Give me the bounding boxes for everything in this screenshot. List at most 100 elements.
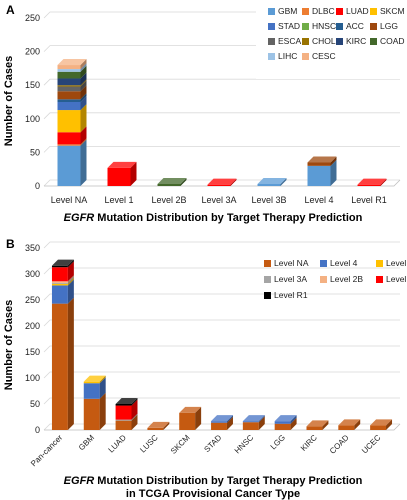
bar-segment [57,78,81,86]
bar-top [306,420,329,427]
panel-a-x-ticks: Level NA Level 1 Level 2B Level 3A Level 3B L… [51,195,387,205]
bar-top [211,415,233,422]
panel-b-chart: B Number of Cases 050100150200250300350 … [3,237,407,500]
bar-segment [274,421,291,424]
bar-top [83,375,106,382]
bar-segment [107,167,131,186]
legend-swatch [268,8,275,15]
y-tick-label: 350 [25,243,40,253]
legend-swatch [336,38,343,45]
legend-swatch [302,53,309,60]
bar-segment [257,183,281,186]
bar-segment [57,65,81,70]
bar-top [207,178,237,185]
legend-label: STAD [278,21,300,31]
bar-segment [211,422,227,430]
panel-a-chart: A Number of Cases 0 50 100 150 200 250 Level … [3,3,405,224]
legend-label: LIHC [278,51,297,61]
legend-swatch [264,276,271,283]
bar-segment-side [380,178,387,186]
bar-segment-side [226,416,233,430]
bar-segment-side [230,178,237,186]
bar-segment-side [80,59,87,70]
bar-segment [147,427,164,430]
panel-b-ylabel: Number of Cases [3,300,15,390]
bar-segment [51,281,68,283]
legend-swatch [268,53,275,60]
bar-segment-side [80,80,87,92]
bar-segment [57,102,81,111]
bar-segment [57,85,81,87]
x-tick-label: LGG [269,433,287,451]
panel-a-label: A [6,3,15,17]
bar-segment [57,99,81,102]
x-tick-label: SKCM [169,433,192,456]
panel-b-legend: Level NA Level 4 Level 3B Level 3A Level 2B L… [264,258,407,300]
x-tick-label: KIRC [299,433,319,453]
bar-segment [306,426,323,430]
y-tick-label: 150 [25,80,40,90]
legend-label: Level 4 [330,258,358,268]
legend-swatch [370,8,377,15]
bar-segment [51,267,68,282]
legend-label: Level 3A [274,274,307,284]
bar-top [147,421,170,428]
gridline [43,345,400,353]
bar-segment [51,282,68,284]
bar-top [179,406,202,413]
y-tick-label: 250 [25,13,40,23]
bar-segment-side [258,415,265,423]
bar-segment-side [99,377,106,399]
panel-b-title-gene: EGFR [64,475,95,487]
bar-top [242,415,265,422]
bar-top [307,156,337,163]
bar-segment-side [290,415,297,424]
x-tick-label: GBM [77,433,96,452]
bar-segment-side [131,413,138,421]
bar-segment-side [322,420,329,430]
bar-segment-side [330,156,337,166]
panel-b-label: B [6,237,15,251]
panel-b-title: EGFR Mutation Distribution by Target The… [64,475,363,487]
y-tick-label: 50 [30,399,40,409]
bar-top [357,178,387,185]
y-tick-label: 200 [25,321,40,331]
bar-segment-side [163,421,170,430]
y-tick-label: 100 [25,373,40,383]
legend-background [256,5,402,79]
bar-segment [83,398,100,430]
bar-segment-side [290,417,297,430]
bar-segment-side [130,161,137,186]
bar-top [370,419,393,426]
bar-top [274,415,297,422]
bar-segment-side [80,65,87,79]
bar-segment [115,404,132,406]
bar-segment-side [354,419,361,430]
bar-segment-side [80,138,87,146]
bar-segment [115,419,132,421]
bar-segment-side [80,93,87,102]
panel-a-ylabel: Number of Cases [3,56,15,146]
bar-segment [51,283,68,286]
bar-segment [57,145,81,186]
bar-segment [51,265,68,268]
gridline [43,241,400,249]
legend-swatch [268,23,275,30]
bar-top [57,59,87,66]
legend-swatch [268,38,275,45]
bar-segment [211,421,227,423]
panel-a-y-ticks: 0 50 100 150 200 250 [25,13,40,191]
bar-segment [179,412,196,430]
bar-segment [307,162,331,166]
legend-label: Level R1 [274,290,308,300]
panel-a-title-gene: EGFR [64,212,95,224]
legend-swatch [336,8,343,15]
panel-b-y-ticks: 0 50 100 150 200 250 300 350 [25,243,40,435]
bar-segment-side [131,399,138,420]
bar-segment [370,425,387,430]
y-tick-label: 150 [25,347,40,357]
legend-swatch [320,276,327,283]
legend-swatch [336,23,343,30]
gridline [43,371,400,379]
bar-segment-side [80,96,87,111]
